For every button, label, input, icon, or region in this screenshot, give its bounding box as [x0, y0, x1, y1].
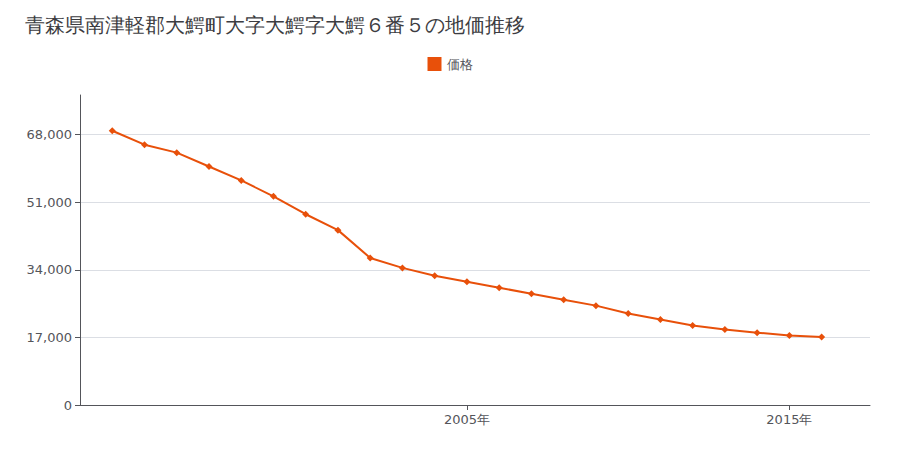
svg-text:青森県南津軽郡大鰐町大字大鰐字大鰐６番５の地価推移: 青森県南津軽郡大鰐町大字大鰐字大鰐６番５の地価推移 [25, 13, 525, 37]
svg-text:価格: 価格 [447, 57, 473, 72]
svg-text:2005年: 2005年 [444, 412, 490, 427]
svg-text:34,000: 34,000 [27, 262, 73, 277]
svg-text:17,000: 17,000 [27, 330, 73, 345]
svg-text:2015年: 2015年 [766, 412, 812, 427]
svg-text:0: 0 [64, 398, 72, 413]
svg-text:68,000: 68,000 [27, 127, 73, 142]
svg-text:51,000: 51,000 [27, 195, 73, 210]
